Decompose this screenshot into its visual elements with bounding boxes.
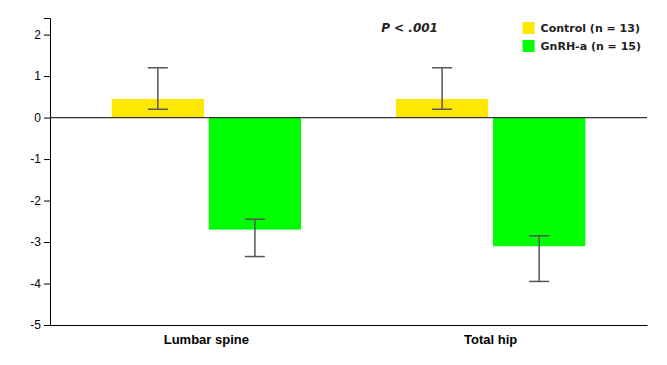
legend-item: Control (n = 13) bbox=[523, 22, 640, 35]
y-tick-mark bbox=[44, 159, 50, 160]
chart: -5 -4 -3 -2 -1 0 1 2 Lumbar spine Total hip P < .0… bbox=[0, 0, 667, 365]
y-tick-label: -3 bbox=[30, 235, 41, 249]
y-tick-mark bbox=[44, 35, 50, 36]
error-bar-cap bbox=[529, 235, 549, 237]
legend: Control (n = 13) GnRH-a (n = 15) bbox=[523, 22, 641, 53]
error-bar-cap bbox=[432, 109, 452, 111]
error-bar-line bbox=[254, 219, 256, 256]
annotation: P < .001 bbox=[381, 21, 438, 35]
y-tick: 1 bbox=[34, 69, 50, 83]
x-axis: Lumbar spine Total hip bbox=[51, 326, 648, 348]
error-bar-line bbox=[157, 68, 159, 109]
y-tick-mark bbox=[44, 325, 50, 326]
x-tick: Total hip bbox=[464, 332, 517, 347]
error-bar bbox=[529, 236, 549, 282]
bar bbox=[493, 118, 585, 247]
error-bar bbox=[432, 68, 452, 109]
y-tick-label: -2 bbox=[30, 194, 41, 208]
y-tick-mark bbox=[44, 284, 50, 285]
y-tick-mark bbox=[44, 242, 50, 243]
y-tick: -1 bbox=[30, 152, 50, 166]
y-tick-label: -1 bbox=[30, 152, 41, 166]
y-axis-line bbox=[44, 19, 51, 326]
y-tick-label: 2 bbox=[34, 28, 41, 42]
legend-item: GnRH-a (n = 15) bbox=[523, 40, 641, 53]
y-tick-label: 0 bbox=[34, 111, 41, 125]
error-bar-cap bbox=[245, 256, 265, 258]
legend-label: GnRH-a (n = 15) bbox=[541, 40, 641, 53]
error-bar-cap bbox=[529, 281, 549, 283]
y-tick: -5 bbox=[30, 318, 50, 332]
y-tick: 2 bbox=[34, 28, 50, 42]
y-tick: -2 bbox=[30, 194, 50, 208]
y-tick-label: 1 bbox=[34, 69, 41, 83]
legend-swatch bbox=[523, 22, 535, 34]
y-tick-mark bbox=[44, 76, 50, 77]
y-axis: -5 -4 -3 -2 -1 0 1 2 bbox=[30, 19, 50, 333]
x-tick: Lumbar spine bbox=[164, 332, 249, 347]
legend-swatch bbox=[523, 40, 535, 52]
plot: -5 -4 -3 -2 -1 0 1 2 Lumbar spine Total hip P < .0… bbox=[30, 19, 647, 348]
y-tick: 0 bbox=[34, 111, 50, 125]
y-tick: -3 bbox=[30, 235, 50, 249]
y-tick-label: -4 bbox=[30, 277, 41, 291]
y-tick-label: -5 bbox=[30, 318, 41, 332]
error-bar-cap bbox=[245, 218, 265, 220]
error-bar-cap bbox=[148, 109, 168, 111]
error-bar-line bbox=[441, 68, 443, 109]
error-bar bbox=[148, 68, 168, 109]
x-tick-label: Total hip bbox=[464, 332, 517, 347]
error-bar-cap bbox=[432, 67, 452, 69]
bar bbox=[209, 118, 301, 230]
y-tick-mark bbox=[44, 201, 50, 202]
series bbox=[209, 118, 586, 282]
error-bar bbox=[245, 219, 265, 256]
x-tick-label: Lumbar spine bbox=[164, 332, 249, 347]
error-bar-line bbox=[538, 236, 540, 282]
error-bar-cap bbox=[148, 67, 168, 69]
zero-line bbox=[50, 117, 647, 118]
legend-label: Control (n = 13) bbox=[541, 22, 640, 35]
series bbox=[112, 68, 489, 118]
y-tick: -4 bbox=[30, 277, 50, 291]
bars bbox=[112, 68, 586, 282]
y-tick-mark bbox=[44, 118, 50, 119]
x-axis-line bbox=[51, 325, 648, 326]
